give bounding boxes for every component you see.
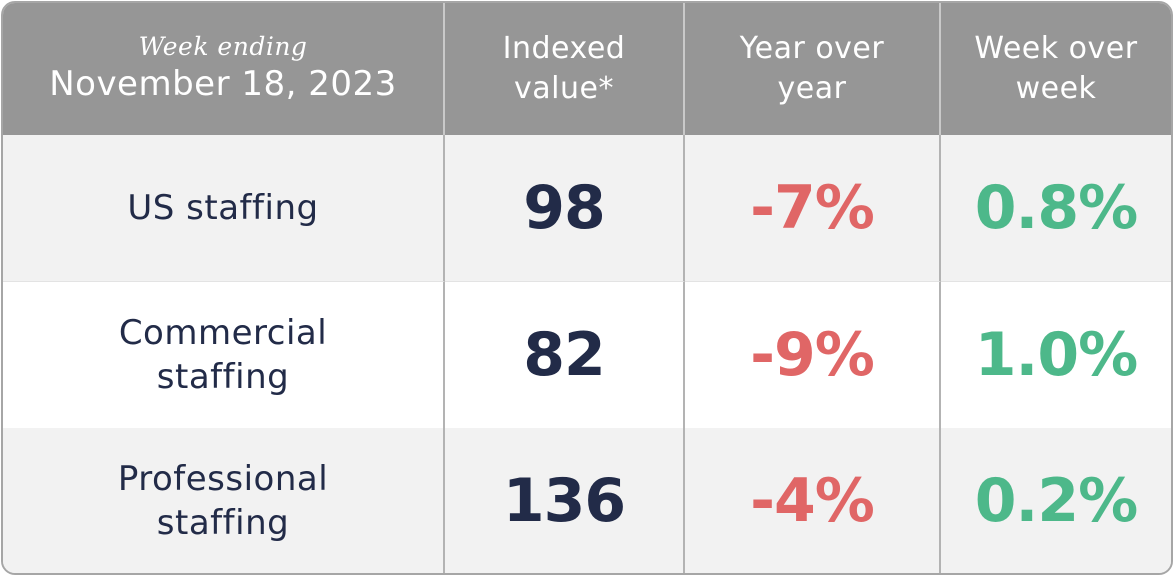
header-wow-line1: Week over bbox=[974, 31, 1138, 66]
yoy-cell: -4% bbox=[685, 428, 941, 573]
wow-cell: 0.8% bbox=[941, 135, 1171, 282]
indexed-value-cell: 136 bbox=[445, 428, 685, 573]
header-indexed-line1: Indexed bbox=[502, 31, 626, 66]
header-indexed-line2: value* bbox=[514, 71, 614, 106]
yoy-cell: -9% bbox=[685, 282, 941, 428]
week-ending-date: November 18, 2023 bbox=[49, 64, 397, 104]
header-wow-line2: week bbox=[1015, 71, 1097, 106]
table-grid: Week ending November 18, 2023 Indexed va… bbox=[3, 3, 1171, 573]
header-yoy-line1: Year over bbox=[739, 31, 885, 66]
wow-cell: 0.2% bbox=[941, 428, 1171, 573]
row-label-us-staffing: US staffing bbox=[3, 135, 445, 282]
row-label-commercial-staffing: Commercial staffing bbox=[3, 282, 445, 428]
header-week-ending: Week ending November 18, 2023 bbox=[3, 3, 445, 135]
row-label-professional-staffing: Professional staffing bbox=[3, 428, 445, 573]
week-ending-caption: Week ending bbox=[138, 32, 308, 61]
header-indexed-value: Indexed value* bbox=[445, 3, 685, 135]
row-label-line1: US staffing bbox=[127, 188, 319, 228]
header-week-over-week: Week over week bbox=[941, 3, 1171, 135]
yoy-cell: -7% bbox=[685, 135, 941, 282]
header-year-over-year: Year over year bbox=[685, 3, 941, 135]
indexed-value-cell: 98 bbox=[445, 135, 685, 282]
row-label-line1: Commercial bbox=[118, 313, 328, 353]
wow-cell: 1.0% bbox=[941, 282, 1171, 428]
row-label-line2: staffing bbox=[156, 357, 290, 397]
row-label-line1: Professional bbox=[117, 458, 329, 499]
row-label-line2: staffing bbox=[156, 502, 290, 543]
header-yoy-line2: year bbox=[777, 71, 847, 106]
indexed-value-cell: 82 bbox=[445, 282, 685, 428]
